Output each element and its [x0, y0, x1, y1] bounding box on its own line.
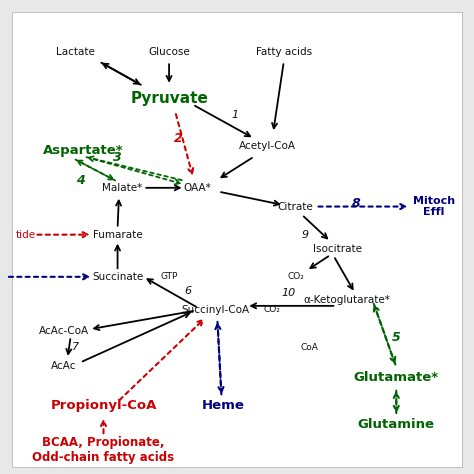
Text: BCAA, Propionate,
Odd-chain fatty acids: BCAA, Propionate, Odd-chain fatty acids: [32, 436, 174, 464]
Text: AcAc: AcAc: [51, 361, 76, 371]
Text: 4: 4: [76, 174, 84, 187]
Text: 1: 1: [231, 110, 238, 120]
Text: GTP: GTP: [160, 273, 178, 281]
Text: Glutamate*: Glutamate*: [354, 371, 439, 384]
Text: Acetyl-CoA: Acetyl-CoA: [239, 141, 296, 151]
Text: 7: 7: [72, 342, 79, 352]
Text: 2: 2: [174, 132, 183, 145]
Text: Heme: Heme: [201, 399, 245, 412]
Text: CO₂: CO₂: [264, 305, 281, 314]
Text: AcAc-CoA: AcAc-CoA: [38, 326, 89, 336]
Text: CO₂: CO₂: [287, 273, 304, 281]
Text: Malate*: Malate*: [102, 183, 142, 193]
Text: 3: 3: [113, 151, 122, 164]
Text: Citrate: Citrate: [278, 201, 313, 211]
Text: Propionyl-CoA: Propionyl-CoA: [50, 399, 157, 412]
Text: Pyruvate: Pyruvate: [130, 91, 208, 106]
Text: α-Ketoglutarate*: α-Ketoglutarate*: [304, 295, 391, 305]
Text: Mitoch
Effl: Mitoch Effl: [413, 196, 455, 218]
Text: Glutamine: Glutamine: [358, 418, 435, 431]
Text: Aspartate*: Aspartate*: [43, 144, 123, 157]
Text: 10: 10: [282, 288, 296, 298]
Text: Glucose: Glucose: [148, 47, 190, 57]
Text: Isocitrate: Isocitrate: [313, 244, 362, 254]
Text: Fumarate: Fumarate: [93, 230, 142, 240]
Text: CoA: CoA: [301, 343, 319, 352]
Text: 5: 5: [392, 331, 401, 344]
Text: OAA*: OAA*: [183, 183, 211, 193]
Text: Succinate: Succinate: [92, 272, 143, 282]
Text: 9: 9: [301, 230, 309, 240]
Text: Lactate: Lactate: [56, 47, 95, 57]
Text: tide: tide: [15, 230, 36, 240]
Text: 6: 6: [184, 286, 191, 296]
Text: Succinyl-CoA: Succinyl-CoA: [182, 305, 250, 315]
Text: 8: 8: [352, 197, 361, 210]
Text: Fatty acids: Fatty acids: [256, 47, 312, 57]
